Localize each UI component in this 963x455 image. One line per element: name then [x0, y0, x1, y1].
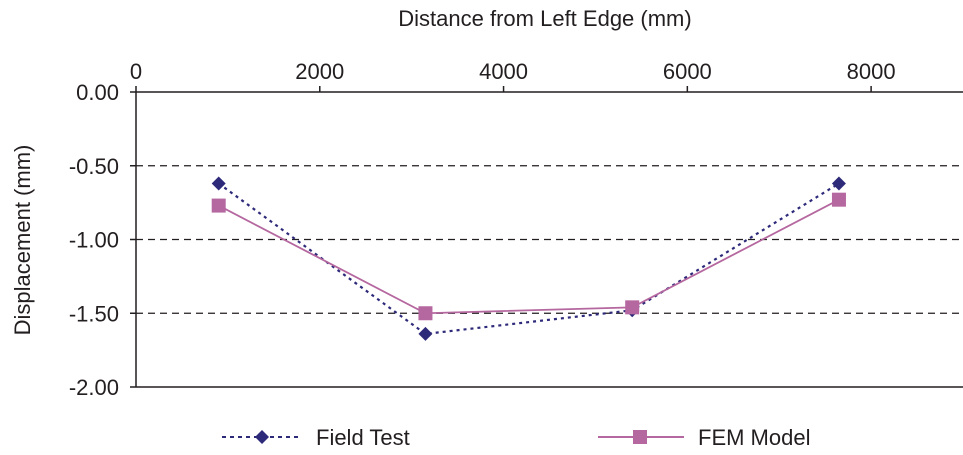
legend-swatch-fem-model-square [633, 430, 647, 444]
data-point-field-test [831, 176, 846, 191]
data-point-fem-model [625, 300, 640, 315]
data-point-fem-model [211, 198, 226, 213]
x-tick-label: 2000 [295, 59, 344, 84]
y-tick-label: 0.00 [76, 80, 119, 105]
grid-lines [136, 165, 963, 314]
x-tick-label: 6000 [663, 59, 712, 84]
series [211, 176, 846, 341]
data-point-fem-model [831, 192, 846, 207]
series-line-field-test [218, 182, 840, 336]
legend: Field Test FEM Model [222, 425, 810, 450]
data-point-fem-model [418, 306, 433, 321]
legend-item-field-test: Field Test [222, 425, 410, 450]
x-tick-label: 8000 [847, 59, 896, 84]
y-tick-label: -1.00 [69, 228, 119, 253]
y-tick-label: -2.00 [69, 375, 119, 400]
y-tick-label: -1.50 [69, 301, 119, 326]
x-tick-label: 0 [130, 59, 142, 84]
x-axis-title: Distance from Left Edge (mm) [398, 6, 691, 31]
y-tick-label: -0.50 [69, 154, 119, 179]
ticks: 0 2000 4000 6000 8000 0.00 -0.50 -1.00 -1.50 -2.0… [69, 59, 896, 400]
legend-swatch-field-test-diamond [255, 430, 269, 444]
y-axis-title: Displacement (mm) [10, 145, 35, 336]
series-line-fem-model [218, 198, 840, 315]
x-tick-label: 4000 [479, 59, 528, 84]
legend-label-fem-model: FEM Model [698, 425, 810, 450]
data-point-field-test [418, 326, 433, 341]
data-point-field-test [211, 176, 226, 191]
legend-label-field-test: Field Test [316, 425, 410, 450]
legend-item-fem-model: FEM Model [598, 425, 810, 450]
